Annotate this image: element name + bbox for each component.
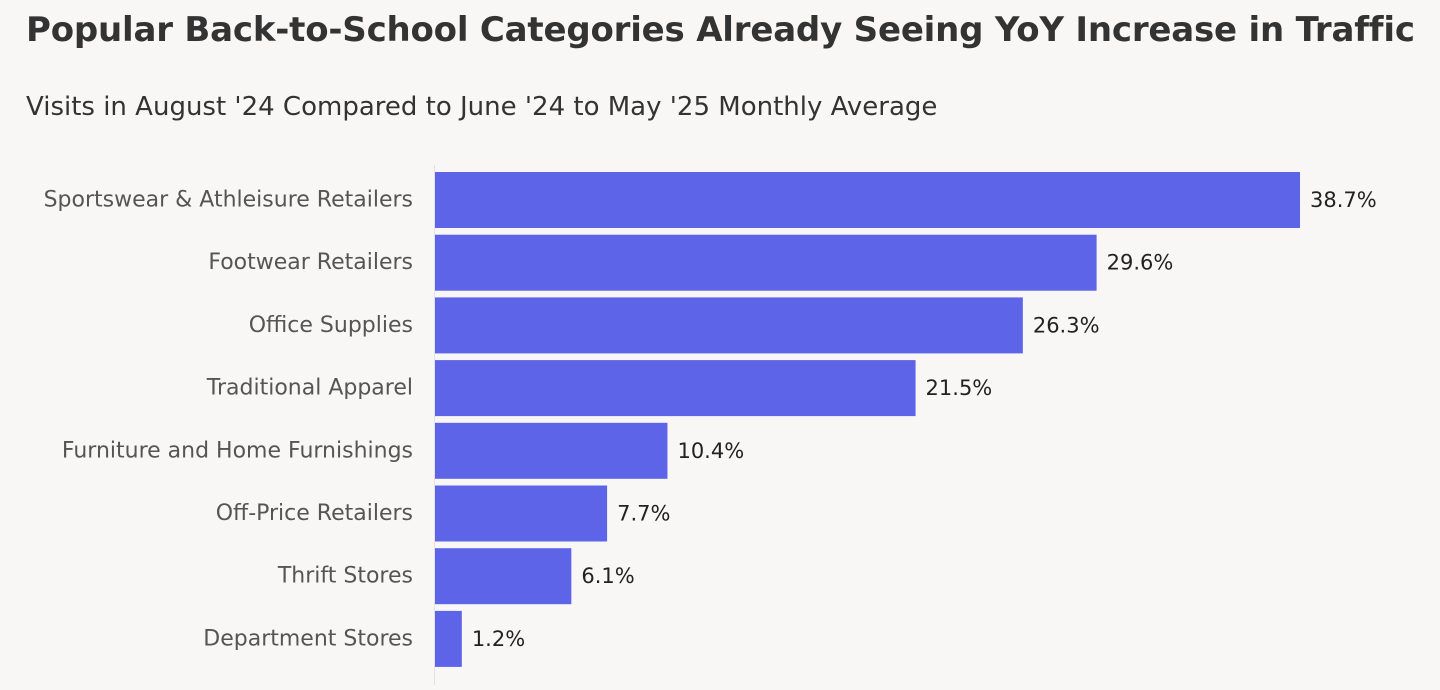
category-label-5: Off-Price Retailers (216, 501, 413, 526)
category-label-2: Office Supplies (249, 313, 413, 338)
bar-3 (435, 360, 916, 417)
value-label-5: 7.7% (617, 502, 670, 526)
value-label-4: 10.4% (677, 439, 744, 463)
bar-4 (435, 422, 668, 479)
category-label-7: Department Stores (203, 626, 413, 651)
bar-2 (435, 297, 1023, 354)
bar-7 (435, 610, 462, 667)
chart-title: Popular Back-to-School Categories Alread… (26, 10, 1415, 50)
bars-group: Sportswear & Athleisure Retailers 38.7% Fo… (44, 172, 1377, 667)
value-label-6: 6.1% (581, 564, 634, 588)
value-label-0: 38.7% (1310, 188, 1377, 212)
value-label-2: 26.3% (1033, 313, 1100, 337)
bar-1 (435, 234, 1097, 291)
category-label-4: Furniture and Home Furnishings (62, 438, 413, 463)
value-label-1: 29.6% (1107, 251, 1174, 275)
value-label-7: 1.2% (472, 627, 525, 651)
bar-0 (435, 172, 1300, 228)
category-label-6: Thrift Stores (277, 564, 413, 589)
category-label-0: Sportswear & Athleisure Retailers (44, 188, 413, 213)
value-label-3: 21.5% (926, 376, 993, 400)
chart-subtitle: Visits in August '24 Compared to June '2… (26, 92, 938, 122)
bar-6 (435, 548, 572, 605)
bar-5 (435, 485, 608, 542)
category-label-3: Traditional Apparel (206, 376, 413, 401)
category-label-1: Footwear Retailers (208, 250, 413, 275)
